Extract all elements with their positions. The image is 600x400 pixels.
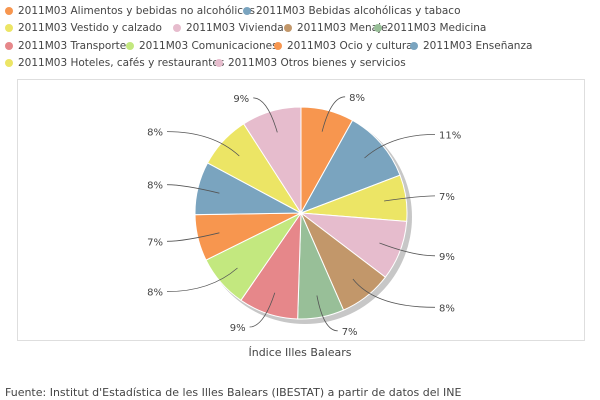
legend-item[interactable]: 2011M03 Ocio y cultura [274,39,413,53]
pie-data-label: 11% [439,130,461,141]
pie-label-connector [166,184,220,194]
legend-item[interactable]: 2011M03 Otros bienes y servicios [215,56,406,70]
pie-label-connector [249,292,276,328]
legend-item[interactable]: 2011M03 Transporte [5,39,126,53]
legend-label: 2011M03 Comunicaciones [139,40,278,52]
legend-color-dot [5,7,13,15]
chart-frame: 8% 11% 7% 9% 8% 7% 9% 8% 7% 8% 8% 9% [17,79,585,341]
legend-label: 2011M03 Ocio y cultura [287,40,413,52]
legend-color-dot [5,42,13,50]
legend-item[interactable]: 2011M03 Medicina [374,21,486,35]
legend-color-dot [5,24,13,32]
legend-color-dot [243,7,251,15]
pie-data-label: 8% [439,303,455,314]
legend-label: 2011M03 Vestido y calzado [18,22,162,34]
legend-label: 2011M03 Otros bienes y servicios [228,57,406,69]
legend-color-dot [274,42,282,50]
legend-item[interactable]: 2011M03 Enseñanza [410,39,532,53]
pie-data-label: 9% [230,323,246,334]
legend-color-dot [215,59,223,67]
pie-label-connector [364,134,436,159]
legend-label: 2011M03 Hoteles, cafés y restaurantes [18,57,225,69]
legend-label: 2011M03 Menaje [297,22,388,34]
pie-label-connector [166,267,238,292]
legend-label: 2011M03 Medicina [387,22,487,34]
pie-label-connector [352,278,436,308]
legend-color-dot [5,59,13,67]
legend-label: 2011M03 Bebidas alcohólicas y tabaco [256,5,461,17]
pie-data-label: 9% [439,252,455,263]
pie-label-connector [384,195,436,202]
pie-label-connector [166,131,240,157]
legend-label: 2011M03 Alimentos y bebidas no alcohólic… [18,5,255,17]
pie-data-label: 8% [147,181,163,192]
legend-item[interactable]: 2011M03 Vestido y calzado [5,21,162,35]
pie-data-label: 8% [147,288,163,299]
legend-item[interactable]: 2011M03 Comunicaciones [126,39,278,53]
pie-label-connector [379,242,436,257]
source-note: Fuente: Institut d'Estadística de les Il… [5,386,462,399]
pie-label-connector [253,97,278,133]
pie-chart: 8% 11% 7% 9% 8% 7% 9% 8% 7% 8% 8% 9% [147,93,461,338]
pie-data-label: 7% [147,237,163,248]
pie-label-connector [316,295,338,332]
pie-label-connector [166,232,220,242]
legend-item[interactable]: 2011M03 Bebidas alcohólicas y tabaco [243,4,461,18]
legend-item[interactable]: 2011M03 Alimentos y bebidas no alcohólic… [5,4,255,18]
legend-item[interactable]: 2011M03 Menaje [284,21,387,35]
legend-color-dot [284,24,292,32]
pie-data-label: 8% [147,128,163,139]
pie-data-label: 7% [439,192,455,203]
legend-label: 2011M03 Enseñanza [423,40,533,52]
pie-slice[interactable] [242,106,302,215]
legend-label: 2011M03 Transporte [18,40,127,52]
legend-color-dot [126,42,134,50]
legend-item[interactable]: 2011M03 Hoteles, cafés y restaurantes [5,56,224,70]
pie-data-label: 7% [342,327,358,338]
legend-color-dot [410,42,418,50]
pie-slice[interactable] [299,119,401,214]
pie-data-label: 8% [349,93,365,104]
legend-label: 2011M03 Vivienda [186,22,284,34]
legend-color-dot [173,24,181,32]
chart-title: Índice Illes Balears [248,346,352,359]
legend-color-dot [374,24,382,32]
pie-label-connector [321,96,346,132]
legend-item[interactable]: 2011M03 Vivienda [173,21,284,35]
pie-data-label: 9% [233,94,249,105]
legend: 2011M03 Alimentos y bebidas no alcohólic… [0,0,600,80]
